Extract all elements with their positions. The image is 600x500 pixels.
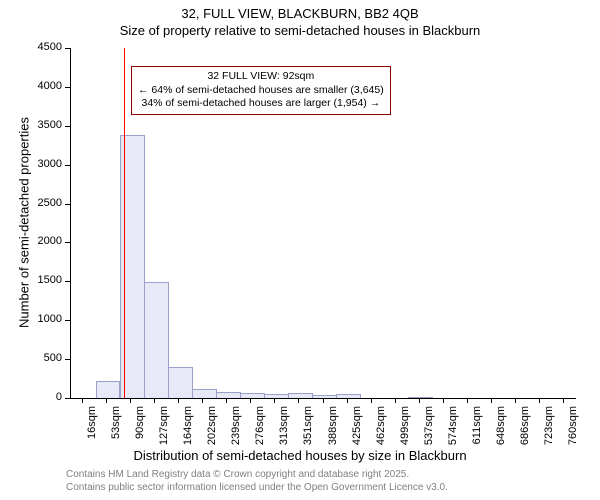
ytick: [65, 126, 70, 127]
y-axis-label: Number of semi-detached properties: [17, 103, 32, 343]
xtick-label: 127sqm: [158, 406, 170, 454]
xtick: [443, 398, 444, 403]
xtick-label: 723sqm: [543, 406, 555, 454]
ytick-label: 0: [22, 391, 62, 403]
attribution-line1: Contains HM Land Registry data © Crown c…: [66, 468, 448, 481]
xtick-label: 276sqm: [254, 406, 266, 454]
chart-container: 32, FULL VIEW, BLACKBURN, BB2 4QB Size o…: [0, 0, 600, 500]
xtick: [130, 398, 131, 403]
xtick: [82, 398, 83, 403]
histogram-bar: [96, 381, 121, 398]
histogram-bar: [216, 392, 241, 398]
xtick: [178, 398, 179, 403]
chart-title: 32, FULL VIEW, BLACKBURN, BB2 4QB: [0, 6, 600, 23]
ytick: [65, 48, 70, 49]
ytick: [65, 242, 70, 243]
ytick-label: 4000: [22, 80, 62, 92]
ytick: [65, 320, 70, 321]
xtick-label: 164sqm: [182, 406, 194, 454]
xtick-label: 537sqm: [423, 406, 435, 454]
ytick-label: 2000: [22, 235, 62, 247]
ytick-label: 1500: [22, 274, 62, 286]
histogram-bar: [408, 397, 433, 398]
histogram-bar: [168, 367, 193, 398]
xtick-label: 611sqm: [471, 406, 483, 454]
annotation-box: 32 FULL VIEW: 92sqm← 64% of semi-detache…: [131, 66, 391, 115]
attribution: Contains HM Land Registry data © Crown c…: [66, 468, 448, 494]
annotation-line: 34% of semi-detached houses are larger (…: [138, 97, 384, 111]
histogram-bar: [288, 393, 313, 398]
xtick-label: 574sqm: [447, 406, 459, 454]
xtick-label: 53sqm: [110, 406, 122, 454]
xtick-label: 351sqm: [302, 406, 314, 454]
xtick-label: 388sqm: [327, 406, 339, 454]
xtick: [226, 398, 227, 403]
histogram-bar: [144, 282, 169, 398]
ytick: [65, 204, 70, 205]
histogram-bar: [336, 394, 361, 398]
attribution-line2: Contains public sector information licen…: [66, 481, 448, 494]
histogram-bar: [264, 394, 289, 398]
ytick-label: 3500: [22, 119, 62, 131]
xtick: [323, 398, 324, 403]
ytick: [65, 359, 70, 360]
xtick-label: 202sqm: [206, 406, 218, 454]
xtick-label: 239sqm: [230, 406, 242, 454]
xtick: [419, 398, 420, 403]
xtick: [106, 398, 107, 403]
histogram-bar: [192, 389, 217, 398]
ytick-label: 4500: [22, 41, 62, 53]
annotation-line: ← 64% of semi-detached houses are smalle…: [138, 84, 384, 98]
xtick-label: 462sqm: [375, 406, 387, 454]
xtick: [467, 398, 468, 403]
xtick: [298, 398, 299, 403]
reference-line: [124, 48, 125, 398]
xtick-label: 648sqm: [495, 406, 507, 454]
annotation-line: 32 FULL VIEW: 92sqm: [138, 70, 384, 84]
ytick: [65, 87, 70, 88]
xtick: [491, 398, 492, 403]
xtick: [202, 398, 203, 403]
xtick: [395, 398, 396, 403]
xtick-label: 686sqm: [519, 406, 531, 454]
xtick: [563, 398, 564, 403]
ytick: [65, 398, 70, 399]
ytick-label: 500: [22, 352, 62, 364]
ytick-label: 2500: [22, 197, 62, 209]
xtick-label: 425sqm: [351, 406, 363, 454]
xtick: [250, 398, 251, 403]
xtick: [347, 398, 348, 403]
xtick-label: 760sqm: [567, 406, 579, 454]
ytick: [65, 281, 70, 282]
xtick: [515, 398, 516, 403]
xtick-label: 90sqm: [134, 406, 146, 454]
xtick-label: 313sqm: [278, 406, 290, 454]
histogram-bar: [240, 393, 265, 398]
ytick-label: 3000: [22, 158, 62, 170]
ytick: [65, 165, 70, 166]
chart-subtitle: Size of property relative to semi-detach…: [0, 23, 600, 40]
xtick: [371, 398, 372, 403]
xtick-label: 16sqm: [86, 406, 98, 454]
xtick: [154, 398, 155, 403]
xtick-label: 499sqm: [399, 406, 411, 454]
histogram-bar: [312, 395, 337, 398]
xtick: [274, 398, 275, 403]
ytick-label: 1000: [22, 313, 62, 325]
plot-area: 32 FULL VIEW: 92sqm← 64% of semi-detache…: [70, 48, 576, 399]
xtick: [539, 398, 540, 403]
